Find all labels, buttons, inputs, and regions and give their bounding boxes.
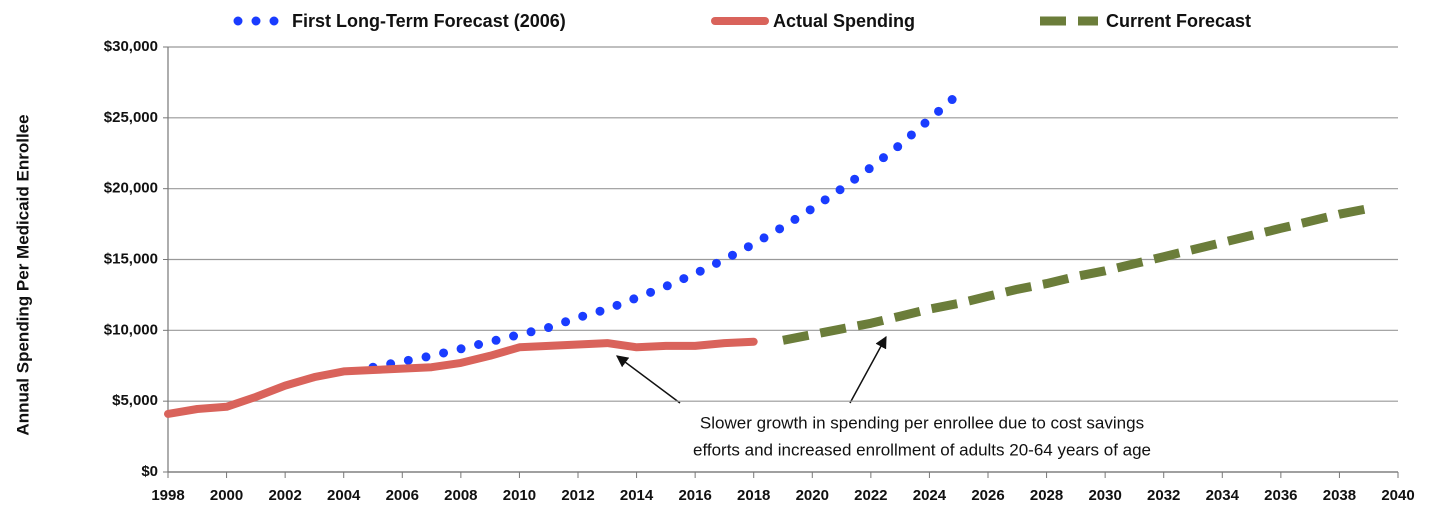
y-axis-label: Annual Spending Per Medicaid Enrollee (13, 114, 32, 435)
x-tick-label: 2008 (444, 487, 477, 504)
x-tick-label: 2038 (1323, 487, 1356, 504)
arrow (849, 335, 887, 404)
legend-label: Current Forecast (1106, 11, 1251, 31)
legend-label: First Long-Term Forecast (2006) (292, 11, 566, 31)
annotation: efforts and increased enrollment of adul… (693, 440, 1151, 459)
x-tick-label: 2026 (971, 487, 1004, 504)
x-tick-label: 2002 (268, 487, 301, 504)
y-tick-label: $25,000 (104, 109, 158, 126)
x-tick-label: 2016 (678, 487, 711, 504)
y-tick-label: $0 (141, 463, 158, 480)
x-tick-label: 2022 (854, 487, 887, 504)
x-tick-label: 2020 (796, 487, 829, 504)
x-tick-label: 2000 (210, 487, 243, 504)
x-tick-label: 2024 (913, 487, 947, 504)
y-tick-label: $5,000 (112, 392, 158, 409)
x-tick-label: 1998 (151, 487, 184, 504)
x-tick-label: 2032 (1147, 487, 1180, 504)
arrow (616, 355, 681, 404)
series-line (368, 89, 964, 372)
y-tick-label: $20,000 (104, 180, 158, 197)
x-tick-label: 2034 (1206, 487, 1240, 504)
annotation: Slower growth in spending per enrollee d… (700, 413, 1144, 432)
x-tick-label: 2006 (386, 487, 419, 504)
x-tick-label: 2014 (620, 487, 654, 504)
x-tick-label: 2010 (503, 487, 536, 504)
y-tick-label: $15,000 (104, 250, 158, 267)
x-tick-label: 2018 (737, 487, 770, 504)
x-tick-label: 2012 (561, 487, 594, 504)
x-tick-label: 2030 (1088, 487, 1121, 504)
x-tick-label: 2036 (1264, 487, 1297, 504)
x-tick-label: 2028 (1030, 487, 1063, 504)
series-line (164, 337, 758, 418)
x-tick-label: 2040 (1381, 487, 1414, 504)
x-tick-label: 2004 (327, 487, 361, 504)
series-line (782, 204, 1370, 345)
legend-label: Actual Spending (773, 11, 915, 31)
y-tick-label: $10,000 (104, 321, 158, 338)
y-tick-label: $30,000 (104, 38, 158, 55)
